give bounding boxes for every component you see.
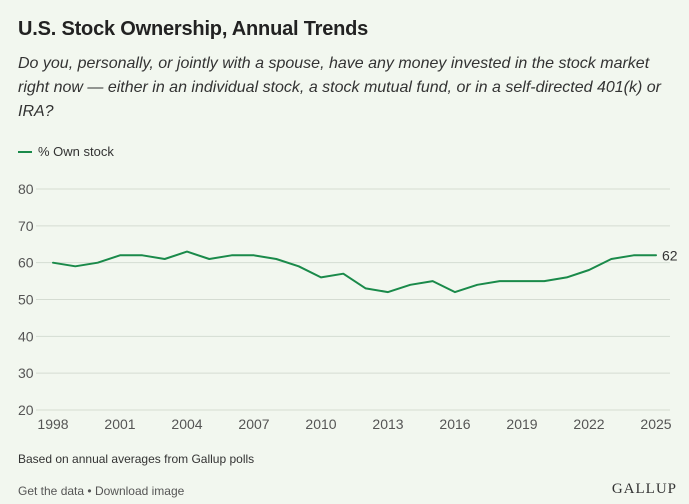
x-tick-label: 2025: [640, 416, 671, 432]
data-point: [118, 253, 123, 258]
x-tick-label: 2001: [104, 416, 135, 432]
data-point: [654, 253, 659, 258]
data-point: [542, 279, 547, 284]
chart-subtitle: Do you, personally, or jointly with a sp…: [18, 55, 661, 120]
x-tick-label: 2007: [238, 416, 269, 432]
data-point: [520, 279, 525, 284]
y-tick-label: 70: [18, 218, 34, 234]
data-point: [631, 253, 636, 258]
data-point: [185, 249, 190, 254]
legend-label: % Own stock: [38, 144, 114, 159]
x-tick-label: 1998: [37, 416, 68, 432]
x-tick-label: 2013: [372, 416, 403, 432]
data-point: [319, 275, 324, 280]
footer-separator: •: [87, 484, 92, 498]
data-point: [207, 256, 212, 261]
end-value-label: 62: [662, 247, 678, 263]
x-tick-label: 2016: [439, 416, 470, 432]
data-point: [386, 290, 391, 295]
y-tick-label: 40: [18, 328, 34, 344]
download-image-link[interactable]: Download image: [94, 484, 185, 498]
x-tick-label: 2010: [305, 416, 336, 432]
source-note: Based on annual averages from Gallup pol…: [18, 452, 255, 466]
x-tick-label: 2004: [171, 416, 202, 432]
data-point: [274, 256, 279, 261]
legend: % Own stock: [18, 144, 114, 159]
data-point: [587, 268, 592, 273]
chart-title: U.S. Stock Ownership, Annual Trends: [18, 18, 369, 40]
data-point: [430, 279, 435, 284]
data-point: [564, 275, 569, 280]
data-point: [140, 253, 145, 258]
y-tick-label: 60: [18, 255, 34, 271]
data-point: [73, 264, 78, 269]
legend-swatch: [18, 150, 32, 153]
series-line-own-stock: [52, 250, 657, 294]
data-point: [95, 260, 100, 265]
data-point: [162, 256, 167, 261]
data-point: [341, 271, 346, 276]
data-point: [497, 279, 502, 284]
data-point: [296, 264, 301, 269]
x-tick-label: 2022: [573, 416, 604, 432]
data-point: [475, 282, 480, 287]
data-point: [229, 253, 234, 258]
line-chart: 20 30 40 50 60 70 80 1998 2001 2004 2007 2010 2013 20…: [18, 181, 678, 432]
y-tick-label: 80: [18, 181, 34, 197]
y-tick-label: 20: [18, 402, 34, 418]
get-data-link[interactable]: Get the data: [18, 484, 85, 498]
data-point: [609, 256, 614, 261]
y-tick-label: 30: [18, 365, 34, 381]
gallup-logo: GALLUP: [611, 481, 677, 497]
data-point: [363, 286, 368, 291]
data-point: [51, 260, 56, 265]
data-point: [252, 253, 257, 258]
x-tick-label: 2019: [506, 416, 537, 432]
data-point: [453, 290, 458, 295]
data-point: [408, 282, 413, 287]
footer-links: Get the data • Download image: [18, 484, 184, 498]
y-tick-label: 50: [18, 292, 34, 308]
